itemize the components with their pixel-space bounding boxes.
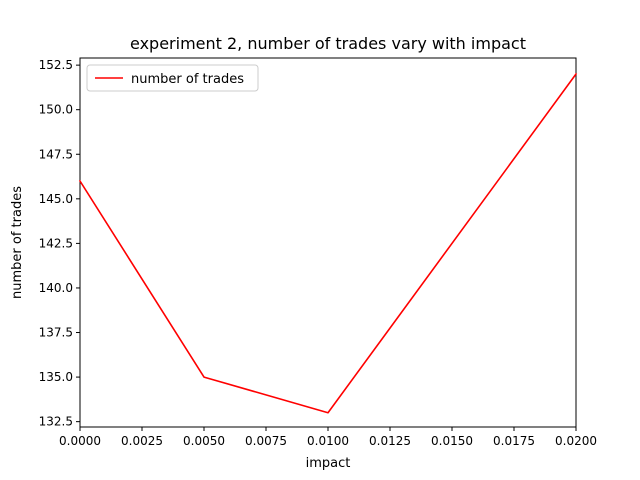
x-axis-label: impact xyxy=(306,456,351,471)
chart-title: experiment 2, number of trades vary with… xyxy=(130,34,526,53)
y-tick-label: 150.0 xyxy=(39,103,73,117)
legend-label: number of trades xyxy=(131,72,244,87)
x-tick-label: 0.0025 xyxy=(121,434,163,448)
series-layer xyxy=(78,72,578,414)
y-tick-label: 135.0 xyxy=(39,370,73,384)
y-tick-label: 145.0 xyxy=(39,192,73,206)
x-tick-label: 0.0100 xyxy=(307,434,349,448)
y-tick-label: 132.5 xyxy=(39,415,73,429)
x-tick-label: 0.0150 xyxy=(431,434,473,448)
y-tick-label: 137.5 xyxy=(39,326,73,340)
x-tick-label: 0.0050 xyxy=(183,434,225,448)
x-tick-label: 0.0075 xyxy=(245,434,287,448)
x-axis-ticks: 0.0000 0.0025 0.0050 0.0075 0.0100 0.0125 0.01… xyxy=(59,427,597,448)
x-tick-label: 0.0200 xyxy=(555,434,597,448)
series-line xyxy=(78,72,578,414)
legend: number of trades xyxy=(86,64,259,92)
y-tick-label: 142.5 xyxy=(39,236,73,250)
y-tick-label: 147.5 xyxy=(39,147,73,161)
legend-box xyxy=(86,64,259,92)
y-tick-label: 152.5 xyxy=(39,58,73,72)
x-tick-label: 0.0175 xyxy=(493,434,535,448)
y-axis-label: number of trades xyxy=(10,186,25,299)
y-tick-label: 140.0 xyxy=(39,281,73,295)
y-axis-ticks: 132.5 135.0 137.5 140.0 142.5 145.0 147.5 150.0… xyxy=(39,58,80,429)
x-tick-label: 0.0125 xyxy=(369,434,411,448)
x-tick-label: 0.0000 xyxy=(59,434,101,448)
